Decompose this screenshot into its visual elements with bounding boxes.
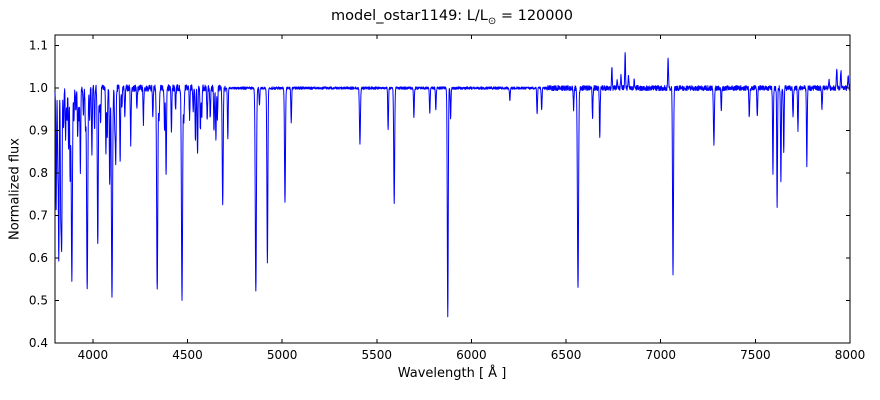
x-tick-label: 6000 [456, 348, 487, 362]
x-tick-label: 5000 [267, 348, 298, 362]
chart-title-rest: = 120000 [496, 8, 573, 24]
y-tick-label: 1.1 [29, 39, 48, 53]
x-tick-label: 8000 [835, 348, 866, 362]
y-tick-label: 0.7 [29, 209, 48, 223]
y-tick-label: 0.9 [29, 124, 48, 138]
tick-marks [55, 35, 851, 344]
y-tick-label: 1.0 [29, 81, 48, 95]
tick-labels: 4000 4500 5000 5500 6000 6500 7000 7500 8000 0.4 0… [29, 39, 865, 362]
x-tick-label: 4000 [78, 348, 109, 362]
x-tick-label: 5500 [362, 348, 393, 362]
chart-title: model_ostar1149: L/L⊙ = 120000 [331, 8, 573, 27]
y-tick-label: 0.4 [29, 336, 48, 350]
y-tick-label: 0.5 [29, 294, 48, 308]
x-tick-label: 7000 [645, 348, 676, 362]
x-axis-label: Wavelength [ Å ] [397, 366, 507, 381]
y-tick-label: 0.6 [29, 251, 48, 265]
axes-box [54, 34, 851, 344]
chart-title-main: model_ostar1149: L/L [331, 8, 488, 24]
y-tick-label: 0.8 [29, 166, 48, 180]
axes-frame [54, 34, 851, 344]
sun-symbol: ⊙ [487, 15, 497, 27]
spectrum-polyline [54, 52, 851, 318]
x-tick-label: 7500 [740, 348, 771, 362]
x-tick-label: 4500 [172, 348, 203, 362]
spectrum-line [54, 52, 851, 318]
x-tick-label: 6500 [551, 348, 582, 362]
